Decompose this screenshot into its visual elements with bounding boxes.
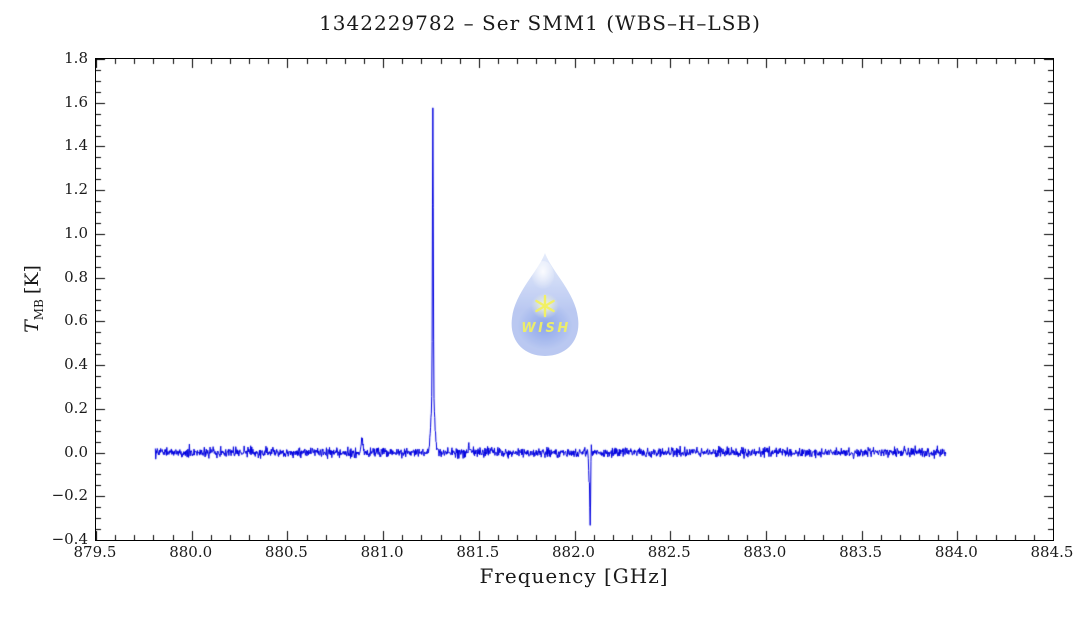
x-tick-label: 880.5 [264,543,308,561]
x-tick-label: 880.0 [169,543,213,561]
drop-glow [517,302,573,350]
wish-logo-watermark: WISH [511,253,579,356]
x-tick-label: 884.5 [1030,543,1074,561]
y-tick-label: 1.6 [64,92,88,111]
x-tick-label: 883.0 [743,543,787,561]
y-axis-subscript: MB [31,299,46,321]
x-tick-label: 883.5 [839,543,883,561]
y-axis-label: TMB [K] [17,149,47,449]
x-tick-label: 879.5 [73,543,117,561]
y-tick-label: −0.2 [51,486,88,505]
plot-area [95,58,1054,541]
y-tick-label: −0.4 [51,530,88,548]
y-tick-label: 1.8 [64,49,88,67]
x-tick-label: 881.0 [360,543,404,561]
x-tick-label: 881.5 [456,543,500,561]
x-axis-label: Frequency [GHz] [479,564,669,588]
y-axis-symbol: T [21,320,43,333]
x-tick-label: 882.5 [647,543,691,561]
wish-logo-text: WISH [521,321,570,336]
spectrum-canvas [96,59,1053,540]
star-icon [535,294,555,318]
drop-highlight [532,261,554,291]
x-tick-label: 882.0 [552,543,595,561]
plot-title: 1342229782 – Ser SMM1 (WBS–H–LSB) [319,11,761,35]
y-axis-unit: [K] [21,265,43,295]
x-tick-label: 884.0 [934,543,978,561]
